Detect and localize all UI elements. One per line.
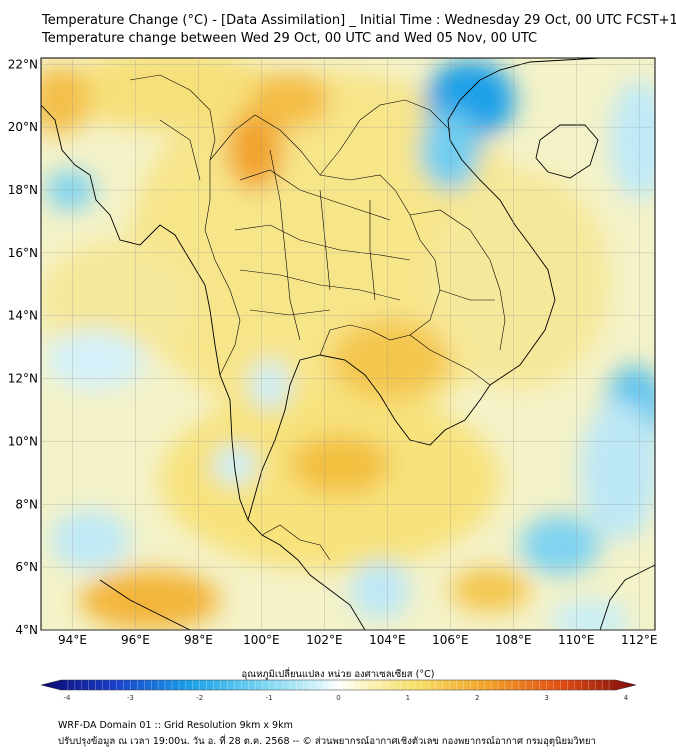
- lon-label: 94°E: [58, 633, 87, 647]
- lat-label: 14°N: [8, 309, 38, 323]
- lat-label: 22°N: [8, 57, 38, 71]
- lat-label: 20°N: [8, 120, 38, 134]
- lon-label: 108°E: [495, 633, 532, 647]
- colorbar-title: อุณหภูมิเปลี่ยนแปลง หน่วย องศาเซลเซียส (…: [241, 669, 435, 680]
- province-borders: [129, 74, 506, 561]
- lon-label: 104°E: [369, 633, 406, 647]
- lat-label: 12°N: [8, 372, 38, 386]
- colorbar-ticks: -4 -3 -2 -1 0 1 2 3 4: [64, 694, 629, 702]
- lon-label: 98°E: [184, 633, 213, 647]
- lat-label: 16°N: [8, 246, 38, 260]
- coastlines: [41, 58, 655, 630]
- lat-label: 8°N: [15, 497, 38, 511]
- lon-label: 110°E: [558, 633, 595, 647]
- map-title-line1: Temperature Change (°C) - [Data Assimila…: [42, 13, 676, 28]
- lon-label: 106°E: [432, 633, 469, 647]
- colorbar-tick-label: -3: [127, 694, 134, 702]
- lat-label: 6°N: [15, 560, 38, 574]
- colorbar-tick-label: 1: [406, 694, 410, 702]
- colorbar-tick-label: 4: [624, 694, 629, 702]
- colorbar-tick-label: -1: [266, 694, 273, 702]
- colorbar-tick-label: 3: [544, 694, 548, 702]
- lat-label: 18°N: [8, 183, 38, 197]
- colorbar-tick-label: -4: [64, 694, 72, 702]
- colorbar-tick-label: 2: [475, 694, 479, 702]
- lon-label: 102°E: [306, 633, 343, 647]
- temperature-field: [41, 58, 655, 630]
- colorbar-tick-label: -2: [196, 694, 203, 702]
- lon-label: 112°E: [621, 633, 658, 647]
- latitude-labels: 22°N 20°N 18°N 16°N 14°N 12°N 10°N 8°N 6°N 4°N: [8, 57, 38, 637]
- longitude-labels: 94°E 96°E 98°E 100°E 102°E 104°E 106°E 108°E 110…: [58, 633, 657, 647]
- map-title-line2: Temperature change between Wed 29 Oct, 0…: [42, 31, 538, 46]
- footer-line1: WRF-DA Domain 01 :: Grid Resolution 9km …: [58, 720, 293, 731]
- colorbar-tick-label: 0: [336, 694, 340, 702]
- graticule: [41, 58, 655, 631]
- lat-label: 4°N: [15, 623, 38, 637]
- colorbar: -4 -3 -2 -1 0 1 2 3 4: [40, 679, 637, 702]
- colorbar-segments: [67, 680, 610, 690]
- lat-label: 10°N: [8, 434, 38, 448]
- lon-label: 96°E: [121, 633, 150, 647]
- footer-line2: ปรับปรุงข้อมูล ณ เวลา 19:00น. วัน อ. ที่…: [58, 736, 596, 747]
- lon-label: 100°E: [243, 633, 280, 647]
